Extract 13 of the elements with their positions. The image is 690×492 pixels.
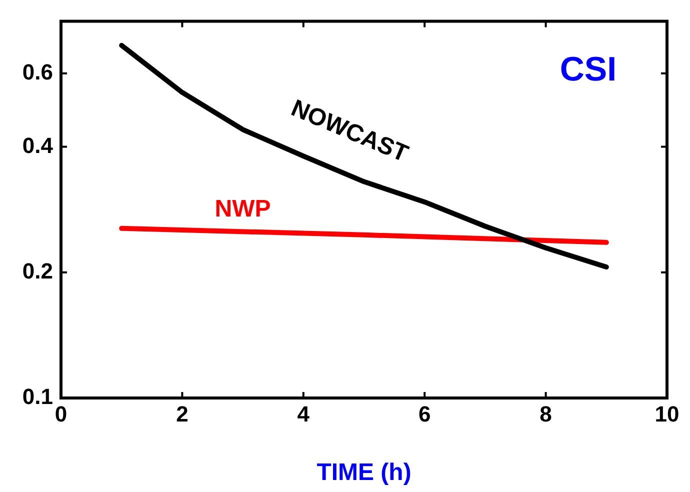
y-tick-label: 0.6 [22, 59, 53, 84]
x-tick-label: 2 [176, 401, 188, 426]
series-label: NWP [214, 195, 271, 222]
text: CSI [560, 50, 617, 89]
x-tick-label: 8 [540, 401, 552, 426]
y-tick-label: 0.1 [22, 384, 53, 410]
x-tick-label: 10 [654, 401, 680, 426]
x-axis-title: TIME (h) [316, 459, 412, 486]
x-tick-label: 6 [418, 401, 431, 426]
x-tick-label: 4 [297, 401, 310, 426]
y-tick-label: 0.4 [22, 132, 54, 158]
x-tick-label: 0 [54, 401, 68, 426]
y-tick-label: 0.2 [22, 258, 53, 284]
